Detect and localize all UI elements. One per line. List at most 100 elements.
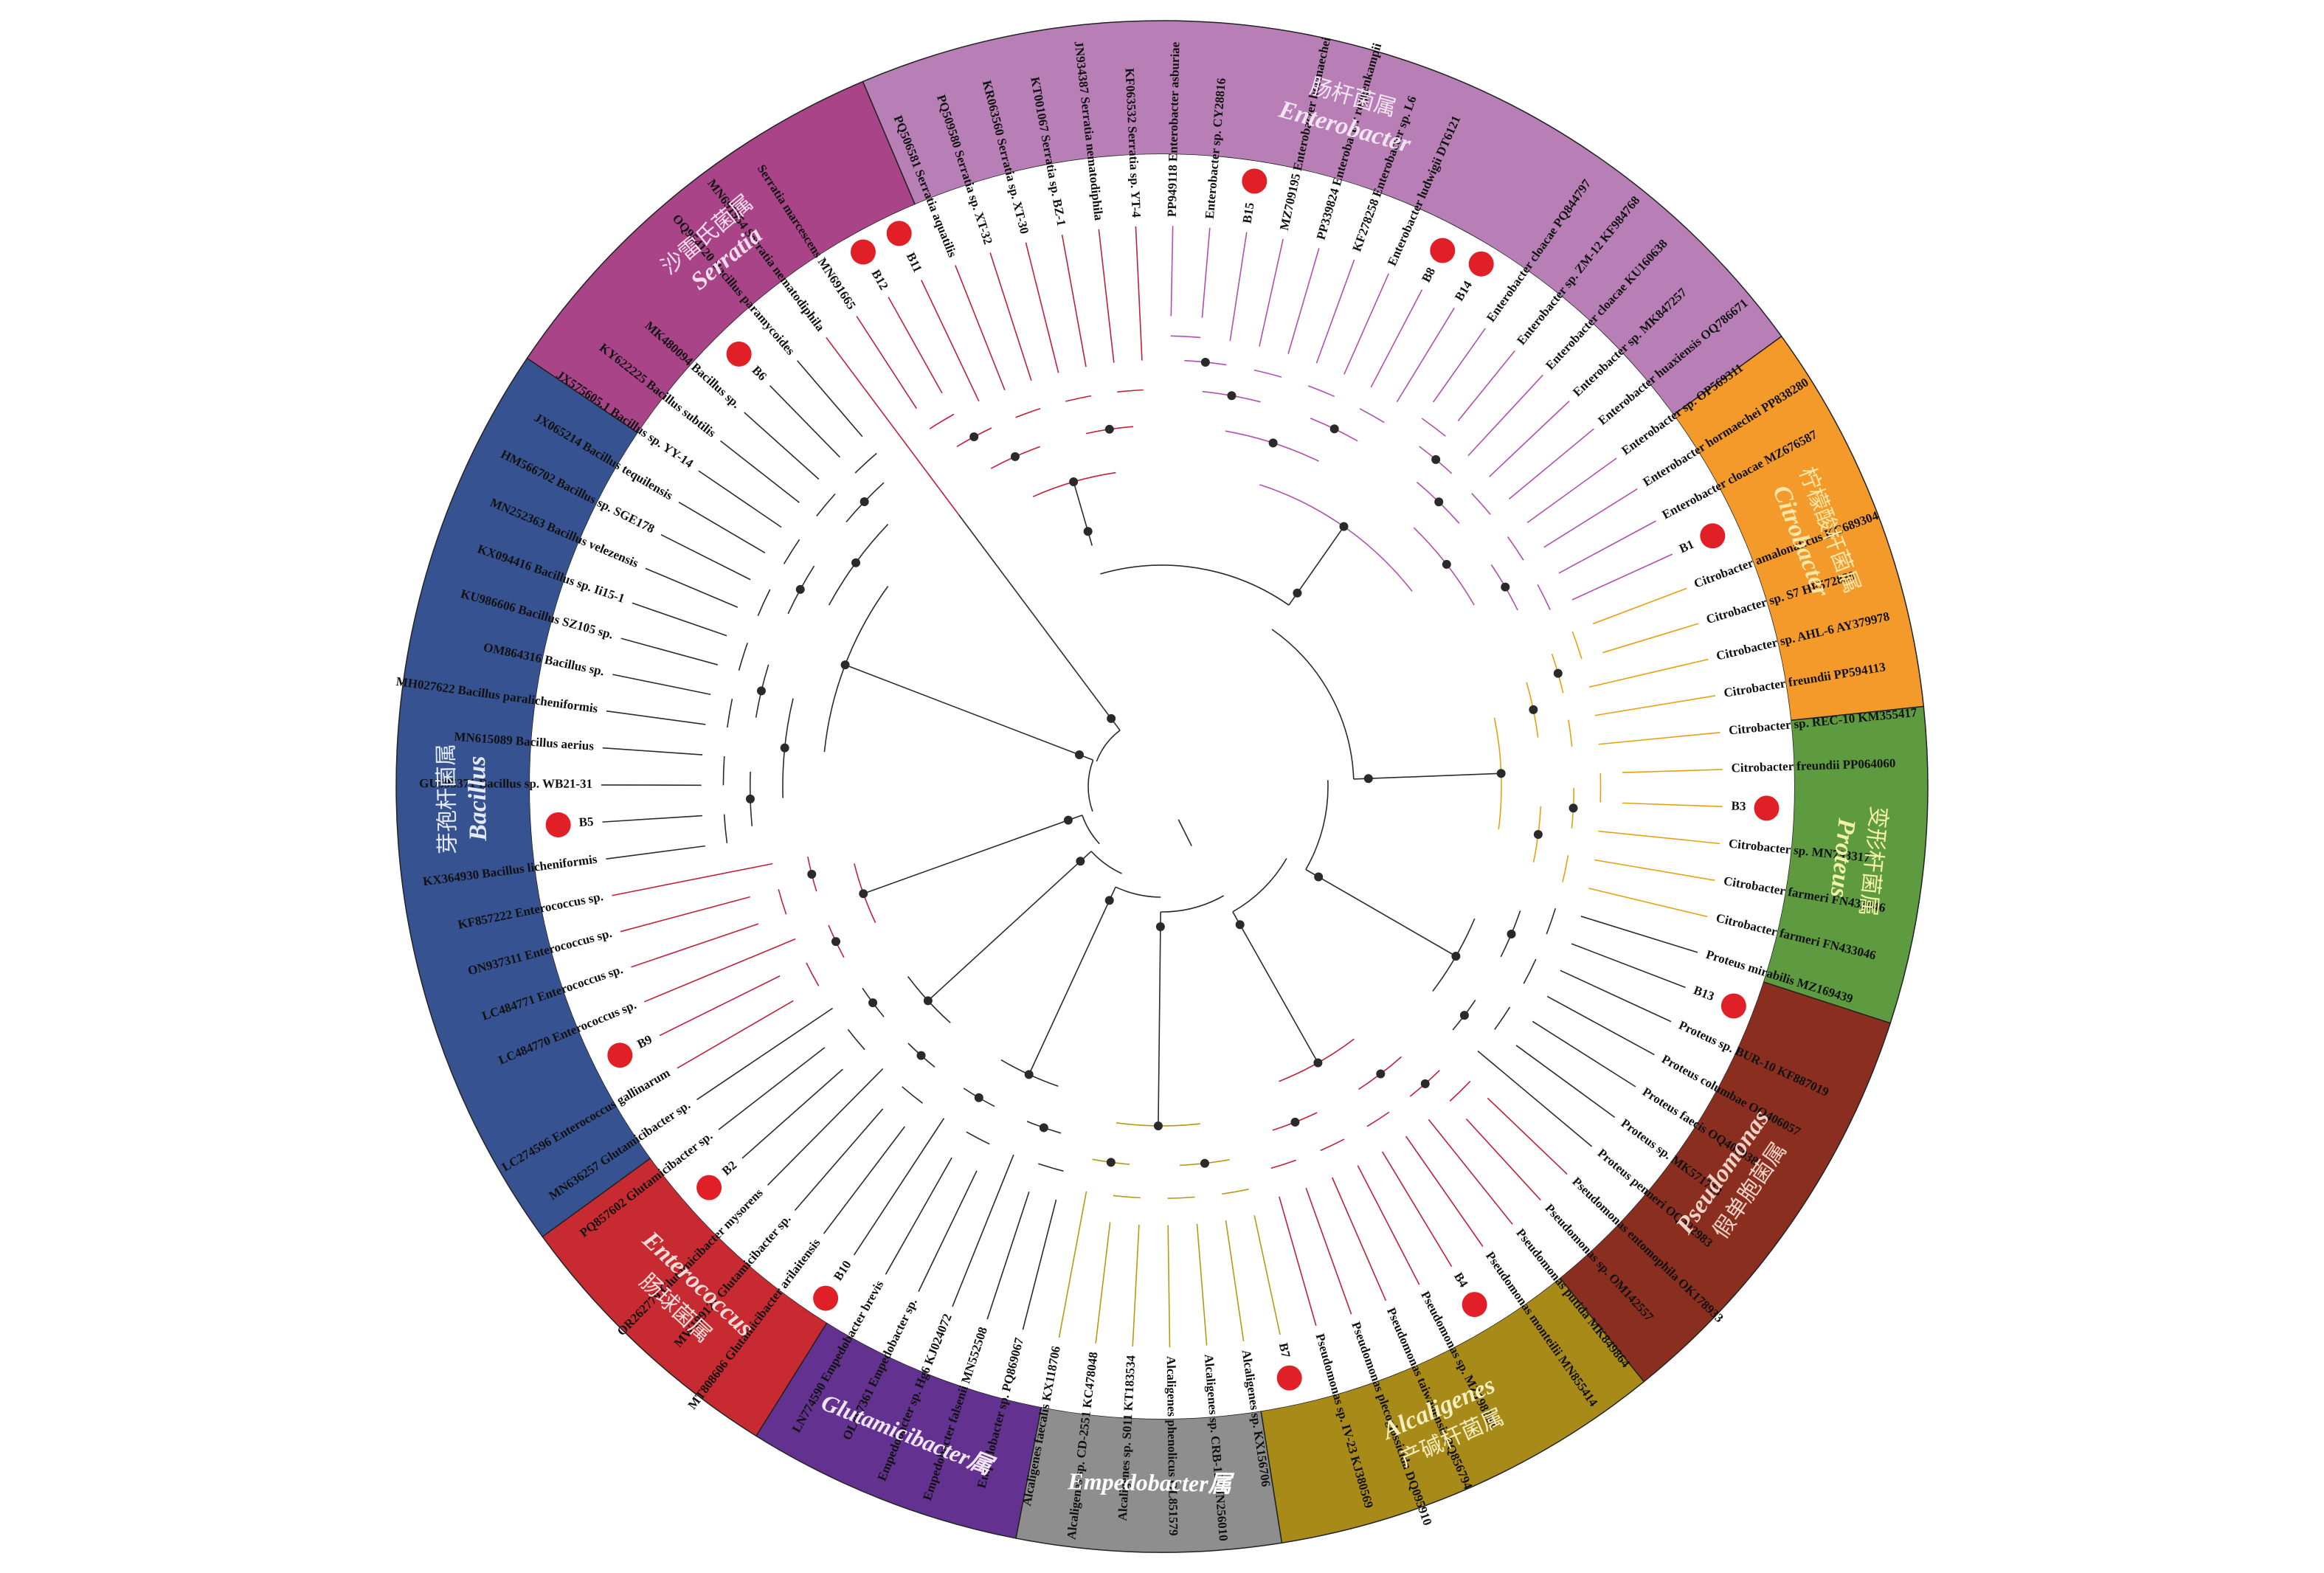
branch: [1279, 1196, 1317, 1326]
branch: [794, 1108, 884, 1211]
branch: [1449, 1081, 1471, 1102]
branch: [606, 710, 706, 725]
bootstrap-node: [1501, 582, 1510, 592]
branch: [1065, 395, 1092, 402]
branch: [806, 962, 820, 986]
bootstrap-node: [795, 584, 805, 594]
branch: [1058, 1191, 1087, 1338]
branch: [958, 514, 1121, 731]
branch: [1515, 1045, 1616, 1119]
leaf-label: B3: [1731, 799, 1746, 814]
inner-disc: [530, 154, 1794, 1419]
branch: [823, 1126, 905, 1234]
bootstrap-nodes: [745, 357, 1578, 1168]
branch: [986, 1192, 1030, 1320]
branch: [1588, 658, 1709, 688]
branch: [862, 815, 1083, 894]
branch: [856, 316, 918, 409]
branch: [632, 602, 727, 637]
branch: [1232, 911, 1319, 1063]
branch: [1343, 273, 1389, 375]
bootstrap-node: [831, 937, 840, 947]
branch: [1526, 457, 1617, 523]
bootstrap-node: [807, 869, 817, 879]
bootstrap-node: [1529, 705, 1538, 714]
branch: [1090, 851, 1122, 874]
tree-branches: [601, 226, 1723, 1347]
isolate-marker: [1468, 251, 1494, 277]
branch: [1598, 732, 1720, 745]
isolate-marker: [850, 239, 876, 265]
bootstrap-node: [1451, 952, 1461, 961]
branch: [741, 1068, 843, 1159]
branch: [767, 1068, 884, 1186]
branch: [929, 413, 955, 429]
bootstrap-node: [780, 743, 789, 753]
bootstrap-node: [1431, 454, 1441, 464]
isolate-markers: [545, 168, 1780, 1391]
bootstrap-node: [1153, 1121, 1163, 1130]
branch: [902, 1086, 923, 1104]
bootstrap-node: [859, 889, 868, 899]
branch: [1201, 227, 1211, 318]
branch: [723, 814, 728, 843]
isolate-marker: [886, 221, 912, 246]
branch: [1366, 1111, 1390, 1127]
branch: [1532, 1020, 1636, 1088]
branch: [797, 360, 863, 438]
isolate-marker: [1242, 168, 1268, 194]
bootstrap-node: [1496, 769, 1506, 778]
bootstrap-node: [1083, 527, 1093, 536]
bootstrap-node: [745, 794, 755, 803]
branch: [660, 533, 751, 581]
branch: [1381, 1151, 1453, 1268]
branch: [738, 643, 748, 671]
branch: [1598, 830, 1720, 845]
branch: [1580, 916, 1698, 953]
branch: [816, 493, 836, 516]
bootstrap-node: [1104, 896, 1114, 905]
branch: [659, 975, 781, 1037]
branch: [1158, 911, 1161, 1126]
isolate-marker: [607, 1043, 633, 1068]
branch: [1421, 418, 1446, 437]
branch: [1588, 888, 1708, 918]
leaf-label: PP949118 Enterobacter asburiae: [1165, 41, 1183, 217]
branch: [1270, 1159, 1296, 1169]
branch: [1560, 969, 1672, 1023]
branch: [1405, 1135, 1484, 1247]
branch: [989, 252, 1032, 381]
branch: [1225, 1220, 1245, 1342]
branch: [1096, 730, 1121, 762]
branch: [826, 336, 960, 516]
branch: [722, 756, 725, 786]
branch: [1508, 428, 1594, 500]
branch: [918, 1170, 978, 1292]
bootstrap-node: [1107, 713, 1116, 723]
branch: [1095, 1222, 1111, 1344]
bootstrap-node: [1155, 922, 1165, 931]
branch: [1196, 1223, 1208, 1346]
branch: [966, 1131, 990, 1145]
branch: [1602, 623, 1699, 654]
bootstrap-node: [974, 1093, 983, 1102]
bootstrap-node: [923, 996, 933, 1006]
bootstrap-node: [1293, 588, 1302, 598]
branch: [1025, 242, 1059, 373]
branch: [1507, 536, 1524, 561]
branch: [1132, 1224, 1140, 1347]
branch: [696, 1007, 834, 1101]
branch: [602, 815, 702, 823]
branch: [645, 567, 739, 608]
bootstrap-node: [1434, 497, 1444, 507]
branch: [769, 385, 840, 458]
branch: [847, 1028, 865, 1051]
bootstrap-node: [1063, 815, 1073, 825]
branch: [888, 297, 943, 394]
genus-label-bacillus: 芽孢杆菌属: [433, 744, 461, 855]
branch: [631, 923, 759, 968]
bootstrap-node: [1363, 774, 1373, 784]
branch: [1315, 259, 1355, 364]
branch: [1082, 815, 1100, 845]
bootstrap-node: [1376, 1069, 1386, 1079]
